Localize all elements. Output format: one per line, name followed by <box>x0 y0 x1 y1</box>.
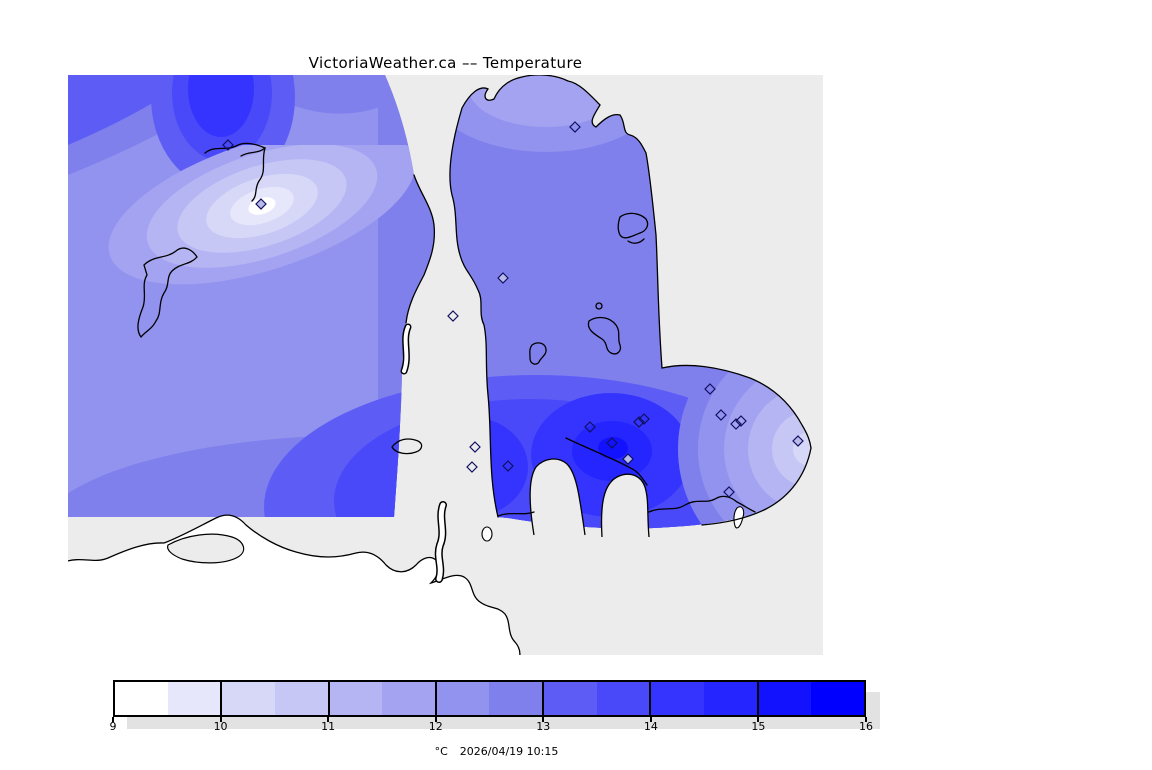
harbour-land <box>529 458 650 538</box>
north-blob-core <box>188 75 254 137</box>
colorbar-tick-label: 16 <box>859 720 873 733</box>
colorbar-tick-label: 12 <box>428 720 443 733</box>
timestamp-label: 2026/04/19 10:15 <box>459 745 559 758</box>
coast-bird-inlet <box>251 147 266 202</box>
river-inlet-south <box>402 325 410 373</box>
coastlines <box>137 75 812 526</box>
colorbar-segment <box>327 682 383 715</box>
colorbar-segment <box>167 682 221 715</box>
station-marker <box>584 421 596 433</box>
page-title: VictoriaWeather.ca –– Temperature <box>308 54 583 72</box>
colorbar-tick <box>327 717 330 722</box>
station-marker <box>502 460 514 472</box>
island-sliver <box>733 506 745 529</box>
colorbar-tick-label: 11 <box>321 720 336 733</box>
station-marker <box>497 272 509 284</box>
colorbar-segment <box>704 682 757 715</box>
coast-inlet-west <box>405 174 436 324</box>
colorbar-tick <box>865 717 867 722</box>
colorbar-tick-label: 10 <box>213 720 228 733</box>
lake-elk <box>587 316 622 355</box>
island-james-spit <box>627 238 645 244</box>
colorbar-segments <box>113 680 866 717</box>
harbour-land-west-fill <box>530 458 585 535</box>
temperature-colorbar: 9 10 11 12 13 14 15 16 °C 2026/04/19 10:15 <box>109 680 880 758</box>
coast-peninsula-outline <box>449 75 812 518</box>
coast-northeast-tip <box>701 447 812 526</box>
colorbar-segment <box>756 682 812 715</box>
coast-bird-north <box>204 142 267 157</box>
island-james <box>617 212 649 239</box>
station-marker <box>730 415 747 430</box>
peninsula-top-band-11p5 <box>468 75 624 127</box>
unit-label: °C <box>434 745 448 758</box>
colorbar-segment <box>220 682 275 715</box>
colorbar-tick <box>434 717 437 722</box>
coast-sooke-basin <box>137 247 198 339</box>
station-marker <box>622 453 634 465</box>
colorbar-tick <box>649 717 652 722</box>
harbour-land-west-coast <box>529 458 586 536</box>
station-marker <box>255 198 267 210</box>
station-marker <box>469 441 481 453</box>
station-marker <box>447 310 459 322</box>
band-15-core <box>598 437 628 459</box>
colorbar-tick <box>112 717 114 722</box>
station-markers <box>222 121 804 498</box>
colorbar-segment <box>382 682 435 715</box>
colorbar-tick <box>542 717 545 722</box>
colorbar-segment <box>542 682 597 715</box>
colorbar-segment <box>489 682 543 715</box>
coast-southwest-edge <box>497 511 535 517</box>
colorbar-segment <box>649 682 705 715</box>
colorbar-tick-label: 13 <box>536 720 551 733</box>
colorbar-segment <box>596 682 650 715</box>
station-marker <box>633 413 650 428</box>
island-round <box>481 526 493 542</box>
lagoon <box>167 533 245 564</box>
station-marker <box>792 435 804 447</box>
colorbar-tick-label: 9 <box>109 720 117 733</box>
station-marker <box>569 121 581 133</box>
station-marker <box>466 461 478 473</box>
colorbar-segment <box>274 682 328 715</box>
colorbar-segment <box>811 682 864 715</box>
river-harbour <box>436 502 446 582</box>
colorbar-segment <box>434 682 490 715</box>
lake-beaver <box>529 342 547 365</box>
colorbar-tick <box>757 717 760 722</box>
harbour-land-east-coast <box>600 473 650 538</box>
coast-harbour-spit <box>565 437 648 486</box>
station-marker <box>222 139 234 151</box>
station-marker <box>606 437 618 449</box>
island-outline-ring <box>391 438 423 455</box>
station-marker <box>715 409 727 421</box>
station-marker <box>723 486 735 498</box>
colorbar-tick-label: 14 <box>643 720 658 733</box>
colorbar-caption: °C 2026/04/19 10:15 <box>113 734 866 770</box>
colorbar-tick-label: 15 <box>751 720 766 733</box>
station-marker <box>704 383 716 395</box>
no-data-land <box>68 506 745 655</box>
temperature-map <box>68 75 823 655</box>
harbour-land-east-fill <box>601 474 649 537</box>
colorbar-segment <box>115 682 168 715</box>
band-12p5-topstrip <box>268 75 385 114</box>
colorbar-tick <box>219 717 222 722</box>
rivers <box>400 323 447 583</box>
coast-south-bumps <box>648 495 756 513</box>
lake-small-round <box>595 302 603 310</box>
